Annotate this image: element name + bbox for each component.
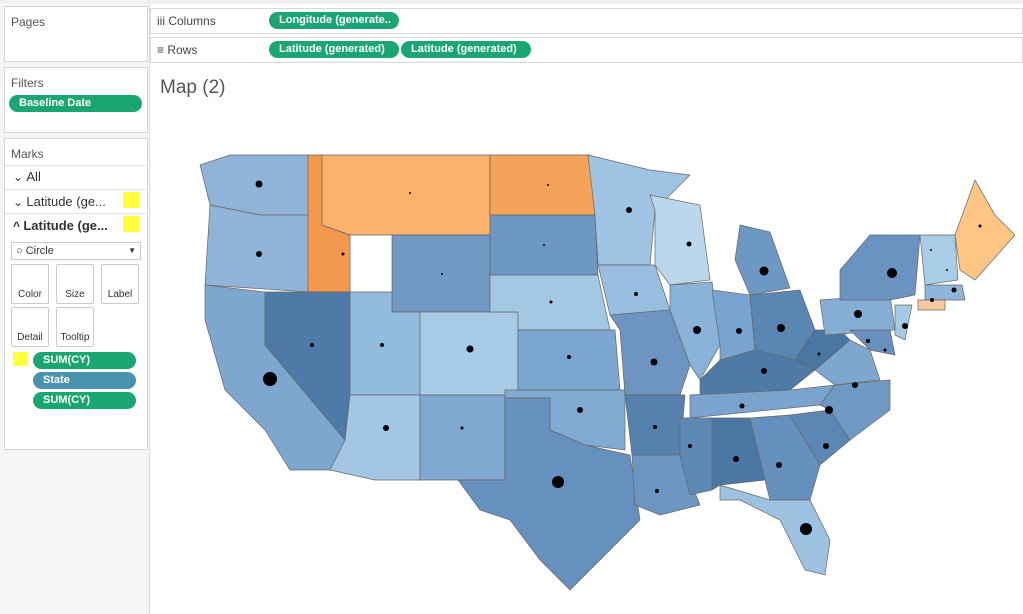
- layer-label: Latitude (ge...: [23, 218, 108, 233]
- shelf-name: Rows: [167, 43, 198, 57]
- divider: [5, 213, 147, 214]
- field-pill[interactable]: State: [33, 372, 136, 389]
- rows-shelf: ≡ Rows Latitude (generated) Latitude (ge…: [150, 37, 1023, 63]
- marks-card: Marks ⌄ All ⌄ Latitude (ge... ^ Latitude…: [4, 138, 148, 450]
- shelf-pill[interactable]: Latitude (generated): [401, 41, 531, 58]
- shelf-name: Columns: [168, 14, 216, 28]
- card-title: Filters: [11, 76, 44, 90]
- button-label: Label: [107, 289, 133, 300]
- mark-type-dropdown[interactable]: ○ Circle ▼: [11, 242, 141, 260]
- layer-label: Latitude (ge...: [26, 194, 106, 209]
- top-strip: [0, 0, 1023, 4]
- card-title: Marks: [11, 147, 44, 161]
- layer[interactable]: ^ Latitude (ge...: [13, 218, 108, 233]
- layer-label: All: [26, 169, 41, 184]
- columns-shelf: iii Columns Longitude (generate..: [150, 8, 1023, 34]
- divider: [5, 189, 147, 190]
- button-label: Detail: [17, 332, 43, 343]
- card-title: Pages: [11, 15, 46, 29]
- button-label: Tooltip: [60, 332, 90, 343]
- shelf-label: iii Columns: [157, 14, 216, 28]
- button-label: Color: [18, 289, 42, 300]
- label-button[interactable]: Label: [101, 264, 139, 304]
- divider: [5, 165, 147, 166]
- circle-icon: [123, 216, 139, 232]
- field-pill[interactable]: SUM(CY): [33, 352, 136, 369]
- pages-card: Pages: [4, 6, 148, 62]
- shelf-pill[interactable]: Longitude (generate..: [269, 12, 399, 29]
- shelf-label: ≡ Rows: [157, 43, 198, 57]
- layer[interactable]: ⌄ All: [13, 169, 41, 184]
- field-pill[interactable]: SUM(CY): [33, 392, 136, 409]
- mark-type: Circle: [25, 245, 54, 257]
- size-icon: [13, 352, 27, 366]
- filter-pill[interactable]: Baseline Date: [9, 95, 142, 112]
- shelf-pill[interactable]: Latitude (generated): [269, 41, 399, 58]
- color-button[interactable]: Color: [11, 264, 49, 304]
- map: [199, 154, 1016, 591]
- map-icon: [123, 192, 139, 208]
- size-button[interactable]: Size: [56, 264, 94, 304]
- button-label: Size: [65, 289, 85, 300]
- filters-card: Filters Baseline Date: [4, 67, 148, 133]
- sheet-title: Map (2): [160, 77, 226, 98]
- tooltip-button[interactable]: Tooltip: [56, 307, 94, 347]
- states: [199, 154, 1016, 591]
- layer[interactable]: ⌄ Latitude (ge...: [13, 194, 106, 209]
- detail-button[interactable]: Detail: [11, 307, 49, 347]
- circles: [255, 180, 982, 535]
